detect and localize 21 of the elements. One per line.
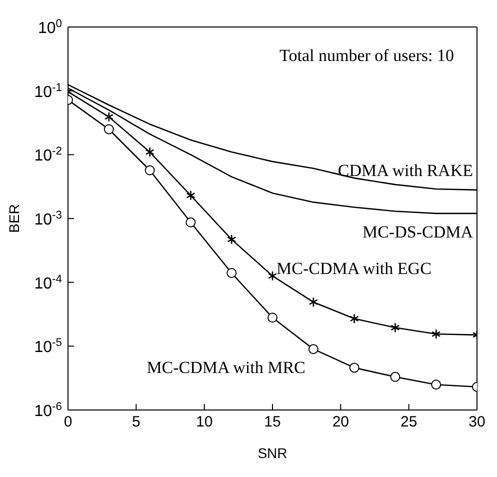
- y-tick-label: 10$^{-4}$: [34, 273, 62, 292]
- annotation: Total number of users: 10: [280, 46, 454, 66]
- y-tick-label: 10$^{0}$: [38, 18, 62, 37]
- y-tick-label: 10$^{-6}$: [34, 401, 62, 420]
- x-tick-label: 30: [468, 414, 486, 431]
- x-axis-title: SNR: [258, 445, 288, 461]
- y-tick-label: 10$^{-3}$: [34, 210, 62, 228]
- y-tick-label: 10$^{-5}$: [34, 337, 62, 356]
- y-tick-label: 10$^{-2}$: [34, 146, 62, 165]
- x-tick-label: 5: [132, 414, 140, 431]
- y-tick-label: 10$^{-1}$: [34, 82, 62, 101]
- x-tick-label: 0: [64, 414, 72, 431]
- x-tick-label: 15: [264, 414, 281, 431]
- x-tick-label: 25: [400, 414, 418, 431]
- x-tick-label: 20: [332, 414, 350, 431]
- series-label: MC-DS-CDMA: [362, 222, 474, 242]
- series-label: CDMA with RAKE: [338, 160, 473, 180]
- x-tick-label: 10: [196, 414, 213, 431]
- series-label: MC-CDMA with MRC: [146, 358, 306, 378]
- series-label: MC-CDMA with EGC: [276, 258, 432, 278]
- y-axis-title: BER: [6, 204, 22, 233]
